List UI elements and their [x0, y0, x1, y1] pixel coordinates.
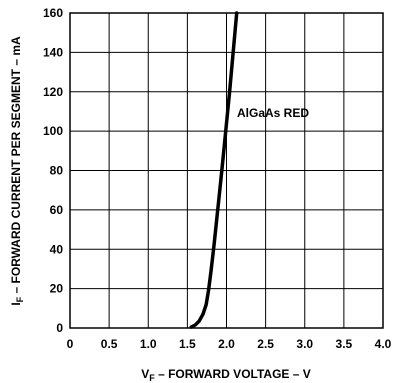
y-tick-label: 80 — [50, 164, 64, 178]
x-tick-label: 0.5 — [101, 337, 118, 351]
y-tick-label: 40 — [50, 242, 64, 256]
y-tick-label: 0 — [56, 321, 63, 335]
x-axis-label-rest: – FORWARD VOLTAGE – V — [155, 367, 311, 381]
x-tick-label: 3.0 — [296, 337, 313, 351]
y-axis-label-rest: – FORWARD CURRENT PER SEGMENT – mA — [9, 36, 23, 297]
x-tick-label: 2.5 — [257, 337, 274, 351]
y-tick-label: 60 — [50, 203, 64, 217]
grid — [70, 13, 383, 328]
y-tick-label: 140 — [43, 45, 63, 59]
y-tick-label: 20 — [50, 282, 64, 296]
y-tick-label: 120 — [43, 85, 63, 99]
x-axis-label-main: V — [141, 367, 149, 381]
x-tick-label: 3.5 — [336, 337, 353, 351]
x-tick-label: 1.0 — [140, 337, 157, 351]
y-tick-label: 100 — [43, 124, 63, 138]
x-axis-label: VF – FORWARD VOLTAGE – V — [141, 367, 311, 383]
x-tick-label: 4.0 — [375, 337, 392, 351]
series-annotation: AlGaAs RED — [237, 106, 309, 120]
x-tick-label: 2.0 — [218, 337, 235, 351]
y-tick-labels: 0 20 40 60 80 100 120 140 160 — [43, 6, 63, 335]
x-tick-label: 0 — [67, 337, 74, 351]
x-tick-label: 1.5 — [179, 337, 196, 351]
x-tick-labels: 0 0.5 1.0 1.5 2.0 2.5 3.0 3.5 4.0 — [67, 337, 392, 351]
y-axis-label: IF – FORWARD CURRENT PER SEGMENT – mA — [9, 36, 25, 306]
y-tick-label: 160 — [43, 6, 63, 20]
